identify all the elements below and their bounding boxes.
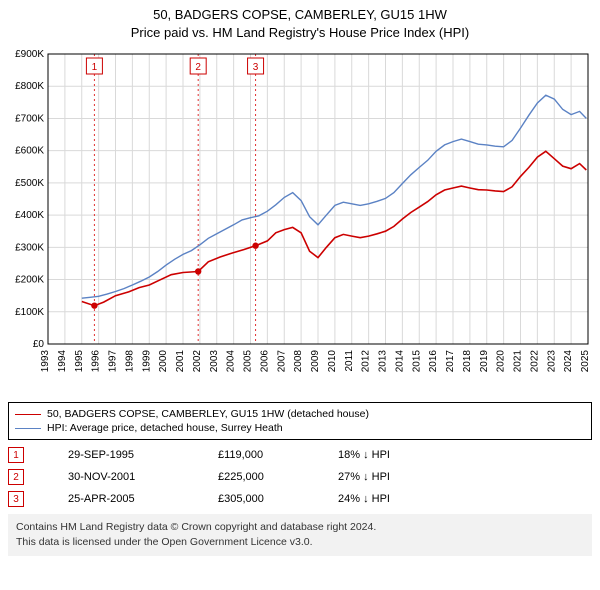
svg-text:1994: 1994 (57, 350, 68, 373)
legend: 50, BADGERS COPSE, CAMBERLEY, GU15 1HW (… (8, 402, 592, 440)
svg-text:2023: 2023 (546, 350, 557, 373)
svg-text:2002: 2002 (192, 350, 203, 373)
svg-text:£400K: £400K (15, 210, 44, 221)
svg-text:2022: 2022 (529, 350, 540, 373)
legend-swatch (15, 414, 41, 415)
svg-text:2020: 2020 (496, 350, 507, 373)
title-subtitle: Price paid vs. HM Land Registry's House … (0, 24, 600, 42)
svg-text:£900K: £900K (15, 49, 44, 60)
sale-date: 30-NOV-2001 (68, 471, 218, 483)
svg-text:£300K: £300K (15, 243, 44, 254)
svg-text:2024: 2024 (563, 350, 574, 373)
svg-text:£700K: £700K (15, 114, 44, 125)
svg-text:2018: 2018 (462, 350, 473, 373)
sale-price: £119,000 (218, 449, 338, 461)
svg-text:2016: 2016 (428, 350, 439, 373)
svg-text:1997: 1997 (108, 350, 119, 373)
legend-label: HPI: Average price, detached house, Surr… (47, 422, 283, 434)
title-address: 50, BADGERS COPSE, CAMBERLEY, GU15 1HW (0, 6, 600, 24)
svg-text:1: 1 (92, 62, 98, 73)
table-row: 1 29-SEP-1995 £119,000 18% ↓ HPI (8, 444, 592, 466)
sale-delta: 24% ↓ HPI (338, 493, 498, 505)
svg-text:3: 3 (253, 62, 259, 73)
svg-text:1993: 1993 (40, 350, 51, 373)
chart-svg: £0 £100K £200K £300K £400K £500K £600K £700K £80… (4, 46, 596, 396)
legend-row: HPI: Average price, detached house, Surr… (15, 421, 585, 435)
svg-text:2010: 2010 (327, 350, 338, 373)
svg-text:1996: 1996 (91, 350, 102, 373)
svg-text:2003: 2003 (209, 350, 220, 373)
svg-text:2017: 2017 (445, 350, 456, 373)
svg-text:2021: 2021 (513, 350, 524, 373)
legend-row: 50, BADGERS COPSE, CAMBERLEY, GU15 1HW (… (15, 407, 585, 421)
sale-delta: 27% ↓ HPI (338, 471, 498, 483)
svg-text:£800K: £800K (15, 82, 44, 93)
marker-badge: 3 (8, 491, 24, 507)
marker-badge: 1 (8, 447, 24, 463)
sale-date: 29-SEP-1995 (68, 449, 218, 461)
svg-text:2001: 2001 (175, 350, 186, 373)
legend-swatch (15, 428, 41, 429)
svg-text:2005: 2005 (243, 350, 254, 373)
svg-text:1999: 1999 (141, 350, 152, 373)
svg-text:2014: 2014 (394, 350, 405, 373)
svg-text:£200K: £200K (15, 275, 44, 286)
svg-text:2006: 2006 (259, 350, 270, 373)
svg-text:2009: 2009 (310, 350, 321, 373)
svg-text:£500K: £500K (15, 178, 44, 189)
svg-text:2025: 2025 (580, 350, 591, 373)
legend-label: 50, BADGERS COPSE, CAMBERLEY, GU15 1HW (… (47, 408, 369, 420)
svg-text:2: 2 (195, 62, 201, 73)
attribution-line: This data is licensed under the Open Gov… (16, 535, 584, 550)
svg-text:1995: 1995 (74, 350, 85, 373)
attribution: Contains HM Land Registry data © Crown c… (8, 514, 592, 555)
price-chart: £0 £100K £200K £300K £400K £500K £600K £700K £80… (4, 46, 596, 396)
svg-text:1998: 1998 (124, 350, 135, 373)
svg-text:2012: 2012 (361, 350, 372, 373)
sale-delta: 18% ↓ HPI (338, 449, 498, 461)
svg-text:2000: 2000 (158, 350, 169, 373)
svg-text:2004: 2004 (226, 350, 237, 373)
sale-date: 25-APR-2005 (68, 493, 218, 505)
svg-text:£600K: £600K (15, 146, 44, 157)
svg-text:2007: 2007 (276, 350, 287, 373)
table-row: 2 30-NOV-2001 £225,000 27% ↓ HPI (8, 466, 592, 488)
svg-text:2011: 2011 (344, 350, 355, 372)
svg-text:£100K: £100K (15, 307, 44, 318)
svg-text:2019: 2019 (479, 350, 490, 373)
svg-text:£0: £0 (33, 339, 45, 350)
marker-badge: 2 (8, 469, 24, 485)
sale-price: £305,000 (218, 493, 338, 505)
chart-titles: 50, BADGERS COPSE, CAMBERLEY, GU15 1HW P… (0, 0, 600, 42)
table-row: 3 25-APR-2005 £305,000 24% ↓ HPI (8, 488, 592, 510)
attribution-line: Contains HM Land Registry data © Crown c… (16, 520, 584, 535)
svg-text:2008: 2008 (293, 350, 304, 373)
sale-price: £225,000 (218, 471, 338, 483)
svg-text:2013: 2013 (378, 350, 389, 373)
svg-text:2015: 2015 (411, 350, 422, 373)
sales-table: 1 29-SEP-1995 £119,000 18% ↓ HPI 2 30-NO… (8, 444, 592, 510)
